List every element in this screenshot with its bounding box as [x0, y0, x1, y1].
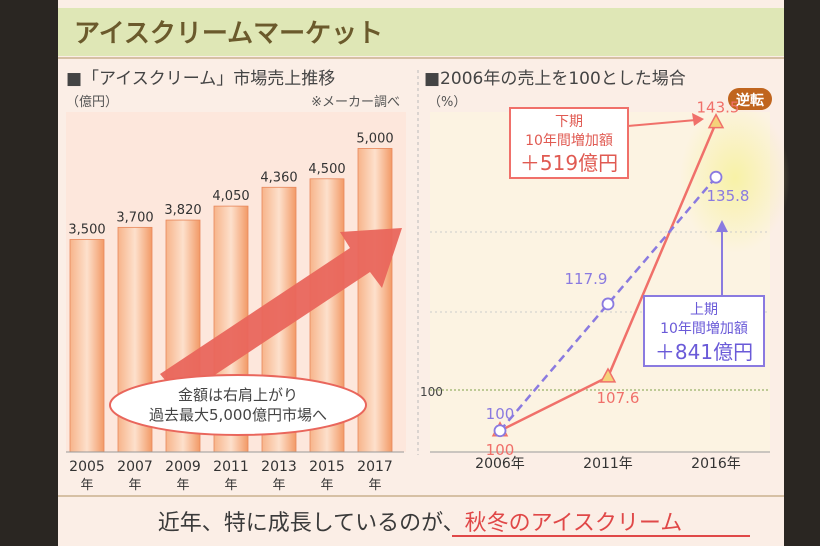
bar-x-tick-year: 2013 [261, 459, 297, 475]
data-point [709, 170, 723, 184]
bar [69, 239, 105, 453]
bar-value-label: 3,820 [164, 203, 201, 218]
series-line [499, 176, 717, 432]
highlight-glow [680, 103, 790, 253]
data-value-label: 135.8 [707, 187, 750, 205]
title-band [58, 8, 784, 56]
bar-x-tick-suffix: 年 [320, 478, 333, 493]
data-value-label: 100 [486, 441, 515, 459]
lower-box-line2: 10年間増加額 [525, 133, 613, 149]
bar-x-tick-suffix: 年 [272, 478, 285, 493]
bar-x-tick-year: 2009 [165, 459, 201, 475]
bar-value-label: 3,500 [68, 223, 105, 238]
lower-box-pointer [627, 119, 697, 127]
line-x-tick: 2016年 [691, 456, 741, 472]
bar-value-label: 4,500 [308, 162, 345, 177]
arrow-text-line1: 金額は右肩上がり [178, 386, 298, 404]
reversal-badge-label: 逆転 [736, 92, 764, 109]
left-unit: （億円） [66, 94, 118, 110]
caption-prefix: 近年、特に成長しているのが、 [158, 511, 465, 536]
bar-x-tick-suffix: 年 [224, 478, 237, 493]
upper-box-pointer-head [716, 220, 728, 232]
right-heading: ■2006年の売上を100とした場合 [424, 69, 686, 89]
line-series: 100 107.6 143.5 100 117.9 135.8 [486, 99, 750, 459]
data-point [493, 424, 507, 438]
bar-value-label: 4,050 [212, 189, 249, 204]
bar-value-label: 5,000 [356, 131, 393, 146]
line-x-labels: 2006年 2011年 2016年 [475, 456, 741, 472]
arrow-text-line2: 過去最大5,000億円市場へ [149, 406, 327, 424]
bar-x-tick-year: 2011 [213, 459, 249, 475]
reversal-badge [728, 88, 772, 110]
data-value-label: 100 [486, 405, 515, 423]
caption-highlight: 秋冬のアイスクリーム [465, 511, 683, 536]
upper-box-line1: 上期 [690, 302, 718, 318]
data-point [707, 113, 725, 129]
upper-half-box [643, 295, 765, 367]
upper-box-line2: 10年間増加額 [660, 321, 748, 337]
lower-box-line3: ＋519億円 [520, 151, 618, 175]
upper-box-line3: ＋841億円 [655, 340, 753, 364]
right-unit: （%） [428, 95, 466, 110]
left-source: ※メーカー調べ [311, 95, 400, 110]
bar-x-labels: 2005 年 2007 年 2009 年 2011 年 2013 年 2015 年 2017 年 [69, 459, 393, 493]
data-value-label: 143.5 [697, 99, 740, 117]
lower-box-pointer-head [692, 113, 704, 126]
trend-arrow [160, 228, 402, 398]
bottom-caption: 近年、特に成長しているのが、秋冬のアイスクリーム [158, 511, 683, 536]
bar-x-tick-year: 2017 [357, 459, 393, 475]
data-value-label: 107.6 [597, 389, 640, 407]
line-x-tick: 2006年 [475, 456, 525, 472]
bar-x-tick-year: 2005 [69, 459, 105, 475]
bar-x-tick-year: 2007 [117, 459, 153, 475]
bar-x-tick-year: 2015 [309, 459, 345, 475]
left-heading: ■「アイスクリーム」市場売上推移 [66, 69, 335, 89]
data-value-label: 117.9 [565, 270, 608, 288]
bar-x-tick-suffix: 年 [80, 478, 93, 493]
arrow-callout [109, 374, 367, 436]
lower-half-box [509, 107, 629, 179]
bar-x-tick-suffix: 年 [176, 478, 189, 493]
bar-value-label: 4,360 [260, 170, 297, 185]
lower-box-line1: 下期 [555, 114, 583, 130]
y-tick-100: 100 [420, 385, 443, 399]
slide-title: アイスクリームマーケット [74, 19, 383, 49]
data-point [601, 297, 615, 311]
line-x-tick: 2011年 [583, 456, 633, 472]
data-point [599, 367, 617, 383]
bar-x-tick-suffix: 年 [128, 478, 141, 493]
bar-x-tick-suffix: 年 [368, 478, 381, 493]
bar-value-label: 3,700 [116, 210, 153, 225]
